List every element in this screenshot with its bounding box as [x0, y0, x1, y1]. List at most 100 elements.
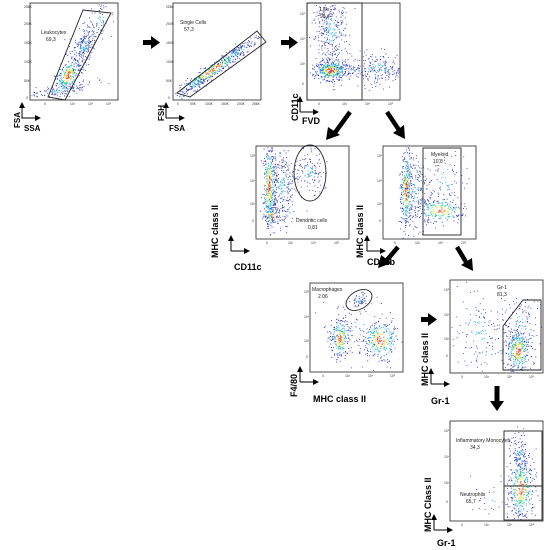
- event-dot: [221, 70, 223, 72]
- event-dot: [517, 325, 519, 327]
- event-dot: [270, 210, 271, 212]
- event-dot: [415, 157, 417, 159]
- event-dot: [521, 340, 523, 342]
- event-dot: [300, 164, 302, 165]
- event-dot: [209, 70, 211, 72]
- event-dot: [407, 212, 409, 214]
- event-dot: [321, 65, 323, 67]
- event-dot: [341, 20, 343, 22]
- event-dot: [322, 66, 324, 68]
- event-dot: [332, 55, 333, 57]
- event-dot: [531, 335, 533, 336]
- event-dot: [343, 339, 344, 340]
- event-dot: [269, 209, 270, 211]
- event-dot: [362, 302, 363, 304]
- event-dot: [468, 322, 470, 324]
- event-dot: [406, 197, 408, 198]
- event-dot: [60, 77, 61, 79]
- event-dot: [405, 221, 407, 223]
- event-dot: [348, 329, 349, 331]
- event-dot: [410, 194, 412, 195]
- event-dot: [327, 72, 329, 73]
- event-dot: [64, 72, 66, 74]
- event-dot: [314, 66, 316, 68]
- event-dot: [512, 332, 513, 333]
- event-dot: [221, 66, 223, 68]
- event-dot: [203, 81, 205, 83]
- event-dot: [332, 66, 334, 68]
- event-dot: [255, 36, 257, 38]
- y-tick: 10³: [300, 62, 306, 66]
- event-dot: [377, 355, 379, 357]
- event-dot: [265, 215, 267, 217]
- event-dot: [61, 88, 63, 90]
- event-dot: [332, 9, 334, 11]
- panel-single-cells: Single Cells 57,3 256K 200K 150K 100K 50…: [157, 2, 267, 133]
- event-dot: [409, 212, 410, 214]
- event-dot: [310, 167, 312, 169]
- event-dot: [207, 70, 209, 71]
- event-dot: [63, 77, 64, 78]
- event-dot: [524, 349, 525, 351]
- event-dot: [318, 44, 320, 46]
- event-dot: [274, 157, 276, 159]
- x-axis-label: MHC class II: [313, 394, 366, 404]
- event-dot: [420, 216, 421, 218]
- event-dot: [68, 72, 70, 74]
- event-dot: [406, 192, 408, 193]
- event-dot: [191, 86, 193, 88]
- event-dot: [412, 216, 414, 217]
- event-dot: [81, 68, 83, 70]
- event-dot: [375, 339, 376, 341]
- y-tick: 10³: [444, 337, 450, 341]
- event-dot: [34, 95, 36, 97]
- event-dot: [333, 64, 335, 66]
- event-dot: [338, 46, 340, 48]
- event-dot: [380, 333, 382, 335]
- event-dot: [328, 53, 330, 55]
- event-dot: [389, 336, 391, 338]
- event-dot: [274, 163, 276, 165]
- event-dot: [533, 330, 535, 332]
- event-dot: [405, 170, 407, 172]
- event-dot: [331, 73, 333, 74]
- event-dot: [55, 82, 57, 84]
- event-dot: [73, 91, 75, 93]
- event-dot: [379, 341, 381, 343]
- event-dot: [439, 187, 441, 189]
- event-dot: [384, 347, 386, 349]
- event-dot: [272, 201, 274, 203]
- event-dot: [333, 40, 334, 41]
- event-dot: [206, 72, 208, 74]
- event-dot: [322, 59, 324, 61]
- event-dot: [341, 331, 343, 333]
- event-dot: [217, 70, 219, 72]
- event-dot: [322, 79, 324, 81]
- event-dot: [287, 169, 289, 171]
- y-tick-labels: 256K 200K 150K 100K 50K 0: [24, 5, 33, 100]
- event-dot: [376, 72, 377, 73]
- event-dot: [328, 31, 329, 33]
- event-dot: [340, 330, 342, 332]
- event-dot: [268, 192, 270, 194]
- event-dot: [366, 76, 367, 77]
- event-dot: [412, 167, 413, 169]
- event-dot: [86, 47, 88, 49]
- event-dot: [418, 165, 419, 167]
- event-dot: [414, 191, 416, 192]
- event-dot: [391, 333, 393, 335]
- event-dot: [65, 64, 67, 66]
- event-dot: [383, 324, 385, 326]
- event-dot: [241, 47, 242, 49]
- event-dot: [341, 332, 343, 334]
- event-dot: [373, 335, 375, 336]
- event-dot: [380, 63, 381, 65]
- event-dot: [267, 167, 269, 169]
- event-dot: [325, 74, 327, 76]
- event-dot: [329, 13, 331, 15]
- event-dot: [332, 77, 334, 79]
- x-tick: 10⁵: [388, 102, 394, 106]
- event-dot: [271, 213, 273, 215]
- event-dot: [266, 178, 268, 180]
- event-dot: [299, 175, 301, 177]
